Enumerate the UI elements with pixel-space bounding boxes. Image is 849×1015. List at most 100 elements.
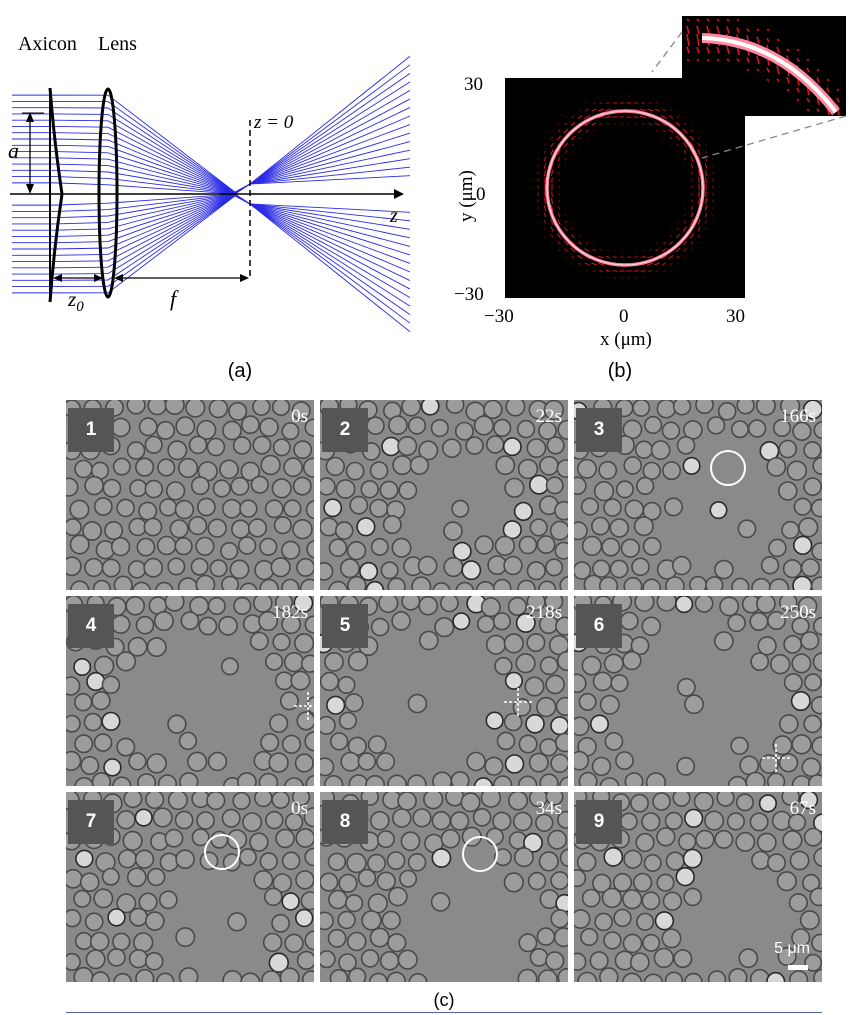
field-arrow xyxy=(662,108,666,112)
inset-field-arrow xyxy=(726,18,730,22)
cell xyxy=(451,499,470,518)
field-arrow xyxy=(591,262,597,266)
field-arrow xyxy=(592,130,596,132)
cell xyxy=(327,928,347,948)
field-arrow xyxy=(661,115,667,119)
field-arrow xyxy=(690,156,694,162)
cell xyxy=(557,810,568,829)
cell xyxy=(304,615,314,634)
cell xyxy=(339,558,360,579)
x-axis-label: x (μm) xyxy=(600,329,652,350)
cell xyxy=(755,400,776,416)
cell xyxy=(80,756,100,776)
cell xyxy=(401,400,422,417)
field-arrow xyxy=(570,135,576,141)
cell xyxy=(574,952,587,971)
cell xyxy=(210,830,229,849)
micrograph-panel: 1 0s xyxy=(66,400,314,590)
field-arrow xyxy=(676,143,680,147)
cell xyxy=(782,830,803,851)
field-arrow xyxy=(646,115,654,119)
cell xyxy=(793,497,812,516)
cell xyxy=(221,498,242,519)
cell xyxy=(391,537,412,558)
cell xyxy=(367,735,387,755)
cell xyxy=(66,714,81,733)
cell xyxy=(443,556,464,578)
cell xyxy=(320,562,334,581)
micrograph-panel: 8 34s xyxy=(320,792,568,982)
field-arrow xyxy=(593,242,595,244)
cell xyxy=(212,479,231,498)
field-arrow xyxy=(705,198,707,204)
field-arrow xyxy=(705,227,707,231)
axis-arrowhead-icon xyxy=(394,189,404,199)
field-arrow xyxy=(690,129,694,133)
cell xyxy=(73,889,92,908)
cell xyxy=(400,831,421,852)
cell xyxy=(503,633,524,654)
cell xyxy=(557,419,568,440)
cell xyxy=(69,499,90,520)
cell xyxy=(264,499,284,519)
cell xyxy=(709,501,728,520)
cell xyxy=(158,498,178,517)
field-arrow xyxy=(597,115,605,119)
cell xyxy=(164,828,184,848)
cell xyxy=(207,751,228,772)
inset-field-arrow xyxy=(806,67,810,73)
cell xyxy=(164,400,185,415)
cell xyxy=(138,501,158,521)
cell xyxy=(524,676,545,697)
cell xyxy=(323,498,343,518)
field-arrow xyxy=(670,144,672,146)
inset-field-arrow xyxy=(736,58,740,62)
field-arrow xyxy=(579,144,581,146)
cell xyxy=(345,461,365,481)
cell xyxy=(442,438,462,459)
field-arrow xyxy=(599,122,603,126)
y-tick-mid: 0 xyxy=(476,184,486,205)
field-arrow xyxy=(633,116,639,118)
cell xyxy=(92,579,111,590)
field-arrow xyxy=(572,151,574,153)
cell xyxy=(249,832,269,852)
cell xyxy=(85,949,106,970)
cell xyxy=(112,932,131,952)
field-arrow xyxy=(564,122,568,126)
field-arrow xyxy=(698,176,700,184)
inset-field-arrow xyxy=(686,18,690,22)
cell xyxy=(366,853,386,873)
field-arrow xyxy=(640,255,646,259)
cell xyxy=(190,557,209,576)
cell xyxy=(302,457,314,478)
cell xyxy=(392,808,412,828)
field-arrow xyxy=(697,149,701,155)
cell xyxy=(449,811,470,831)
cell xyxy=(502,520,522,540)
panel-timestamp: 250s xyxy=(780,602,816,623)
field-arrow xyxy=(613,256,617,258)
ray-line xyxy=(12,195,411,333)
inset-field-arrow xyxy=(726,45,730,55)
z0-label: z0 xyxy=(67,287,84,315)
cell xyxy=(136,537,156,557)
cell xyxy=(113,575,133,590)
inset-field-arrow xyxy=(786,48,790,52)
cell-field xyxy=(574,792,822,982)
cell xyxy=(526,438,547,459)
cell xyxy=(254,792,273,808)
cell xyxy=(376,871,396,891)
cell xyxy=(513,847,534,868)
field-arrow xyxy=(669,136,673,140)
cell xyxy=(259,578,279,590)
cell xyxy=(728,968,748,982)
cell xyxy=(812,456,822,475)
cell xyxy=(485,827,504,846)
cell xyxy=(338,711,357,730)
ray-line xyxy=(12,72,411,193)
cell xyxy=(290,670,311,691)
panel-timestamp: 0s xyxy=(291,798,308,819)
cell xyxy=(544,596,564,611)
field-arrow xyxy=(537,206,539,210)
